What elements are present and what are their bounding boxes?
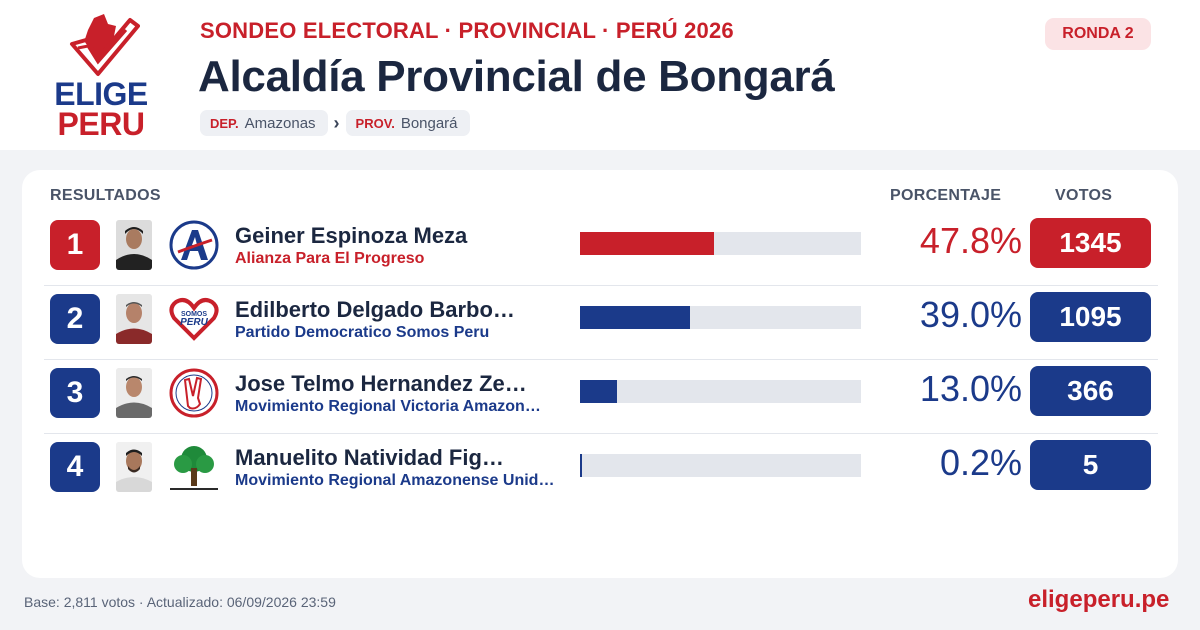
- vote-share-bar: [580, 306, 861, 329]
- elige-peru-logo[interactable]: ELIGE PERU: [40, 14, 170, 142]
- vote-count: 1095: [1030, 292, 1151, 342]
- rank-badge: 3: [50, 368, 100, 418]
- party-name: Alianza Para El Progreso: [235, 250, 425, 267]
- candidate-name: Jose Telmo Hernandez Ze…: [235, 371, 527, 396]
- candidate-photo: [116, 294, 152, 344]
- results-heading: RESULTADOS: [50, 187, 161, 204]
- logo-word-elige: ELIGE: [54, 76, 148, 112]
- survey-kicker: SONDEO ELECTORAL · PROVINCIAL · PERÚ 202…: [200, 18, 734, 43]
- vote-share-fill: [580, 232, 715, 255]
- header: ELIGE PERU SONDEO ELECTORAL · PROVINCIAL…: [0, 0, 1200, 150]
- vote-count: 5: [1030, 440, 1151, 490]
- vote-percent: 13.0%: [919, 368, 1022, 409]
- peru-map-check-icon: [70, 14, 140, 76]
- page-title: Alcaldía Provincial de Bongará: [198, 52, 835, 101]
- round-badge: RONDA 2: [1045, 18, 1151, 50]
- party-logo-tree: [168, 442, 220, 492]
- breadcrumb-department-key: DEP.: [210, 115, 239, 131]
- candidate-name: Geiner Espinoza Meza: [235, 223, 468, 248]
- column-header-votes: VOTOS: [1055, 187, 1113, 204]
- party-logo-victoria: [168, 368, 220, 418]
- party-name: Movimiento Regional Victoria Amazon…: [235, 398, 541, 415]
- vote-share-fill: [580, 454, 582, 477]
- vote-count: 366: [1030, 366, 1151, 416]
- svg-text:SOMOS: SOMOS: [181, 311, 207, 318]
- result-row[interactable]: 4 Manuelito Natividad Fig… Movimiento Re…: [44, 434, 1158, 508]
- rank-badge: 1: [50, 220, 100, 270]
- result-row[interactable]: 2 SOMOS PERU Edilberto Delgado Barbo… Par…: [44, 286, 1158, 360]
- party-logo-app: [168, 220, 220, 270]
- footer-note: Base: 2,811 votos · Actualizado: 06/09/2…: [24, 594, 336, 610]
- rank-badge: 2: [50, 294, 100, 344]
- vote-share-bar: [580, 454, 861, 477]
- result-row[interactable]: 1 Geiner Espinoza Meza Alianza Para El P…: [44, 212, 1158, 286]
- party-name: Movimiento Regional Amazonense Unid…: [235, 472, 555, 489]
- party-logo-somos-peru: SOMOS PERU: [168, 294, 220, 344]
- breadcrumb-province-key: PROV.: [355, 115, 395, 131]
- vote-count: 1345: [1030, 218, 1151, 268]
- column-header-percent: PORCENTAJE: [890, 187, 1002, 204]
- app-logo-icon: [169, 220, 219, 270]
- vote-share-fill: [580, 306, 690, 329]
- party-name: Partido Democratico Somos Peru: [235, 324, 490, 341]
- breadcrumb: DEP. Amazonas › PROV. Bongará: [200, 110, 470, 136]
- rank-badge: 4: [50, 442, 100, 492]
- breadcrumb-department[interactable]: DEP. Amazonas: [200, 110, 328, 136]
- logo-word-peru: PERU: [57, 106, 145, 142]
- vote-percent: 0.2%: [939, 442, 1022, 483]
- site-link[interactable]: eligeperu.pe: [1028, 586, 1170, 613]
- vote-share-bar: [580, 380, 861, 403]
- breadcrumb-province-value: Bongará: [400, 114, 458, 132]
- svg-text:PERU: PERU: [180, 317, 209, 328]
- breadcrumb-department-value: Amazonas: [244, 114, 316, 132]
- candidate-photo: [116, 220, 152, 270]
- victoria-hand-icon: [169, 368, 219, 418]
- breadcrumb-separator: ›: [333, 112, 340, 133]
- vote-percent: 47.8%: [919, 220, 1022, 261]
- candidate-name: Edilberto Delgado Barbo…: [235, 297, 515, 322]
- vote-share-fill: [580, 380, 617, 403]
- result-row[interactable]: 3 Jose Telmo Hernandez Ze… Movimiento Re…: [44, 360, 1158, 434]
- vote-share-bar: [580, 232, 861, 255]
- vote-percent: 39.0%: [919, 294, 1022, 335]
- candidate-photo: [116, 442, 152, 492]
- tree-icon: [168, 442, 220, 492]
- breadcrumb-province[interactable]: PROV. Bongará: [345, 110, 470, 136]
- results-card: RESULTADOS PORCENTAJE VOTOS 1 Geiner Esp…: [22, 170, 1178, 578]
- candidate-name: Manuelito Natividad Fig…: [235, 445, 504, 470]
- candidate-photo: [116, 368, 152, 418]
